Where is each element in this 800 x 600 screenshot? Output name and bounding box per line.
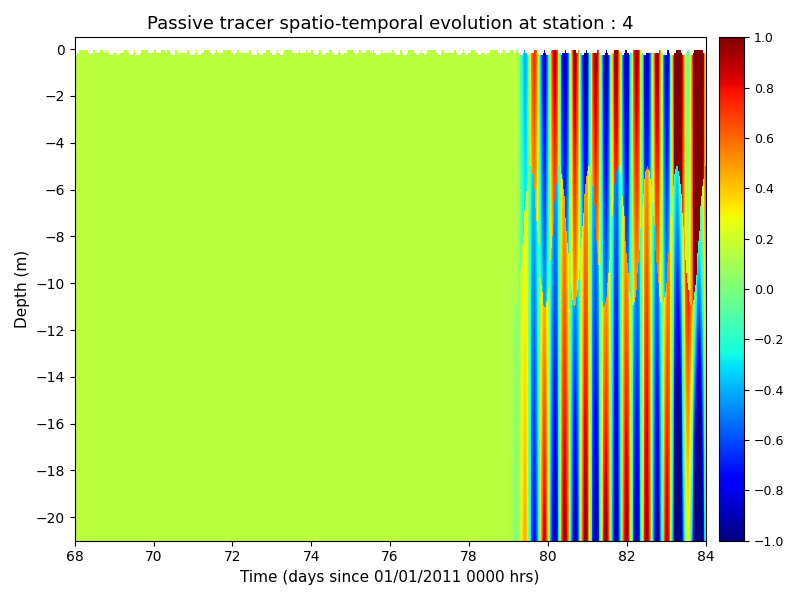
Y-axis label: Depth (m): Depth (m) (15, 250, 30, 328)
X-axis label: Time (days since 01/01/2011 0000 hrs): Time (days since 01/01/2011 0000 hrs) (241, 570, 540, 585)
Title: Passive tracer spatio-temporal evolution at station : 4: Passive tracer spatio-temporal evolution… (147, 15, 634, 33)
